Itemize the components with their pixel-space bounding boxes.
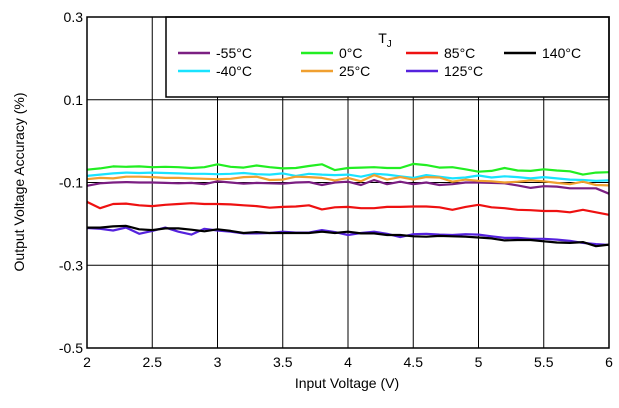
series-lines [86,162,610,248]
x-tick-label: 4 [344,354,352,370]
y-tick-label: -0.3 [59,257,83,273]
x-tick-label: 6 [605,354,613,370]
y-tick-label: 0.1 [64,92,84,108]
legend-label: 85°C [444,45,475,61]
x-tick-label: 4.5 [404,354,424,370]
series-line-0°C [86,162,610,176]
legend-label: -40°C [216,63,252,79]
series-line--55°C [86,178,610,195]
y-tick-label: -0.1 [59,175,83,191]
x-tick-label: 5.5 [534,354,554,370]
legend-label: 140°C [542,45,581,61]
x-tick-label: 3.5 [273,354,293,370]
x-tick-label: 5 [475,354,483,370]
legend-label: 125°C [444,63,483,79]
legend-label: 25°C [339,63,370,79]
y-tick-label: 0.3 [64,9,84,25]
plot-frame [86,16,610,349]
x-tick-label: 2 [83,354,91,370]
y-axis-label: Output Voltage Accuracy (%) [11,93,27,272]
legend-title-subscript: J [387,39,392,50]
axes: 2 2.5 3 3.5 4 4.5 5 5.5 6 -0.5 -0.3 -0.1 0.1 0.3 [59,9,613,370]
legend-box [165,16,610,98]
legend-label: -55°C [216,45,252,61]
x-axis-label: Input Voltage (V) [295,375,399,391]
x-tick-label: 3 [214,354,222,370]
series-line-140°C [87,224,610,248]
y-tick-label: -0.5 [59,340,83,356]
series-line-125°C [86,226,610,247]
series-line-25°C [86,174,610,187]
x-tick-label: 2.5 [143,354,163,370]
legend-label: 0°C [339,45,363,61]
series-line--40°C [86,171,610,182]
series-line-85°C [86,200,610,216]
